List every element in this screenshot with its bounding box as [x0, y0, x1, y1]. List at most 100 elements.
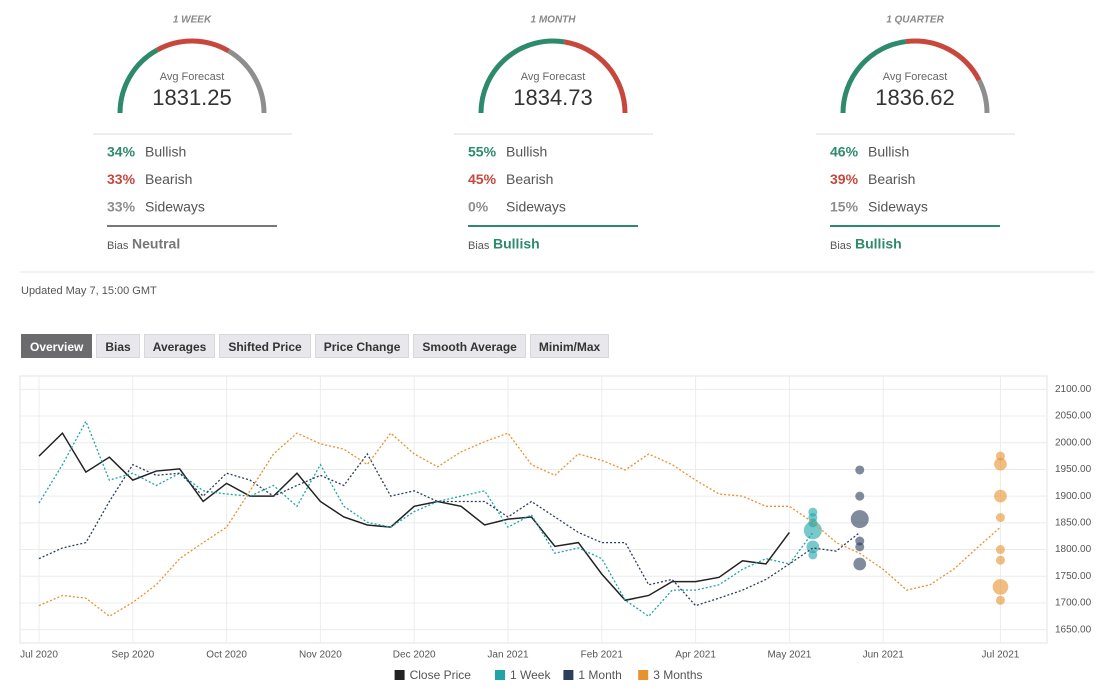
bias-value: Bullish	[855, 236, 902, 252]
forecast-dot	[808, 550, 818, 560]
tab[interactable]: Shifted Price	[219, 334, 311, 358]
avg-forecast-label: Avg Forecast	[883, 71, 948, 83]
sentiment-name: Bullish	[145, 144, 186, 160]
y-tick-label: 1900.00	[1055, 491, 1092, 502]
gauge-period: 1 MONTH	[531, 15, 577, 26]
legend-label: Close Price	[410, 668, 472, 682]
sentiment-name: Sideways	[145, 199, 205, 215]
bias-label: Bias	[830, 240, 852, 252]
x-tick-label: May 2021	[767, 650, 811, 661]
gauge-arc	[156, 38, 230, 54]
forecast-dot	[994, 457, 1007, 471]
x-tick-label: Apr 2021	[675, 650, 716, 661]
x-tick-label: Sep 2020	[111, 650, 154, 661]
updated-note: Updated May 7, 15:00 GMT	[21, 285, 157, 297]
series-line	[38, 452, 861, 607]
gauge-arc	[905, 38, 982, 82]
sentiment-name: Bearish	[868, 171, 915, 187]
legend-label: 3 Months	[653, 668, 702, 682]
forecast-dot	[855, 491, 865, 501]
y-tick-label: 1800.00	[1055, 544, 1092, 555]
bias-label: Bias	[107, 240, 129, 252]
y-tick-label: 1700.00	[1055, 598, 1092, 609]
gauge-arc	[563, 39, 628, 114]
forecast-dot	[995, 555, 1005, 565]
forecast-dot	[994, 489, 1007, 503]
bias-value: Bullish	[493, 236, 540, 252]
forecast-dot	[995, 595, 1005, 605]
x-tick-label: Jul 2021	[982, 650, 1020, 661]
gauge-arc	[478, 38, 565, 114]
bias-value: Neutral	[132, 236, 180, 252]
tab[interactable]: Bias	[96, 334, 140, 358]
forecast-dot	[855, 465, 865, 475]
y-tick-label: 2100.00	[1055, 384, 1092, 395]
legend-swatch	[638, 670, 649, 680]
avg-forecast-value: 1834.73	[513, 85, 593, 110]
sentiment-name: Bearish	[145, 171, 192, 187]
forecast-dot	[853, 557, 867, 571]
sentiment-name: Bullish	[506, 144, 547, 160]
sentiment-percent: 33%	[107, 199, 136, 215]
gauge-period: 1 WEEK	[173, 15, 212, 26]
y-tick-label: 1850.00	[1055, 517, 1092, 528]
legend-label: 1 Month	[578, 668, 621, 682]
y-tick-label: 2050.00	[1055, 411, 1092, 422]
y-tick-label: 2000.00	[1055, 437, 1092, 448]
legend-label: 1 Week	[510, 668, 551, 682]
series-line	[38, 419, 814, 618]
forecast-dot	[995, 545, 1005, 555]
series-line	[38, 431, 791, 602]
sentiment-name: Bullish	[868, 144, 909, 160]
avg-forecast-value: 1836.62	[875, 85, 955, 110]
avg-forecast-label: Avg Forecast	[521, 71, 586, 83]
sentiment-percent: 34%	[107, 144, 136, 160]
tab[interactable]: Smooth Average	[413, 334, 526, 358]
forecast-dot	[806, 540, 820, 554]
tab[interactable]: Price Change	[314, 334, 410, 358]
tab[interactable]: Averages	[143, 334, 216, 358]
legend-swatch	[563, 670, 574, 680]
x-tick-label: Nov 2020	[299, 650, 342, 661]
gauge-arc	[840, 39, 907, 114]
bias-label: Bias	[468, 240, 490, 252]
x-tick-label: Dec 2020	[393, 650, 436, 661]
x-tick-label: Oct 2020	[206, 650, 247, 661]
y-tick-label: 1650.00	[1055, 624, 1092, 635]
x-tick-label: Jun 2021	[863, 650, 905, 661]
y-tick-label: 1750.00	[1055, 571, 1092, 582]
plot-frame	[19, 375, 1048, 644]
forecast-dot	[855, 542, 865, 552]
forecast-dot	[803, 521, 822, 540]
sentiment-percent: 0%	[468, 199, 489, 215]
avg-forecast-label: Avg Forecast	[160, 71, 225, 83]
sentiment-percent: 45%	[468, 171, 497, 187]
sentiment-percent: 15%	[830, 199, 859, 215]
forecast-dot	[995, 513, 1005, 523]
legend-swatch	[394, 670, 405, 680]
gauge-arc	[117, 47, 159, 114]
x-tick-label: Jan 2021	[487, 650, 529, 661]
tab[interactable]: Overview	[21, 334, 93, 358]
legend-swatch	[495, 670, 505, 680]
avg-forecast-value: 1831.25	[152, 85, 232, 110]
sentiment-percent: 46%	[830, 144, 859, 160]
sentiment-percent: 39%	[830, 171, 859, 187]
forecast-dot	[992, 579, 1009, 595]
sentiment-name: Sideways	[868, 199, 928, 215]
tab-bar: Overview Bias Averages Shifted Price Price C…	[21, 334, 610, 358]
sentiment-name: Bearish	[506, 171, 553, 187]
x-tick-label: Jul 2020	[20, 650, 58, 661]
gauge-arc	[227, 48, 267, 114]
y-tick-label: 1950.00	[1055, 464, 1092, 475]
forecast-dot	[850, 510, 869, 529]
x-tick-label: Feb 2021	[581, 650, 624, 661]
tab[interactable]: Minim/Max	[529, 334, 610, 358]
sentiment-percent: 33%	[107, 171, 136, 187]
gauge-arc	[976, 79, 990, 114]
sentiment-name: Sideways	[506, 199, 566, 215]
gauge-period: 1 QUARTER	[886, 15, 944, 26]
sentiment-percent: 55%	[468, 144, 497, 160]
